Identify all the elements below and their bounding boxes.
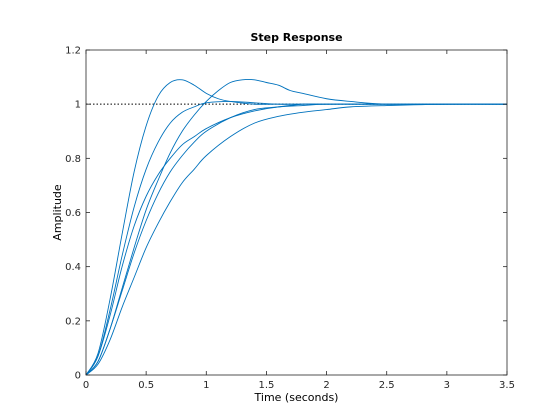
- x-tick-label: 3: [444, 380, 450, 391]
- y-tick-label: 0.8: [65, 154, 81, 165]
- y-tick-label: 0.2: [65, 316, 81, 327]
- y-tick-label: 1.2: [65, 46, 81, 57]
- x-tick-label: 1.5: [258, 380, 274, 391]
- y-tick-label: 0.4: [65, 262, 81, 273]
- y-axis-label: Amplitude: [51, 184, 64, 241]
- x-tick-label: 0.5: [138, 380, 154, 391]
- y-tick-label: 1: [75, 100, 81, 111]
- x-tick-label: 1: [203, 380, 209, 391]
- tick-layer: 0 0.5 1 1.5 2 2.5 3 3.5 0 0.2 0.4 0.6 0.8 1 1.2: [65, 46, 515, 392]
- axes-box: [85, 49, 508, 376]
- x-tick-label: 3.5: [499, 380, 515, 391]
- step-response-line-2: [85, 79, 507, 376]
- x-tick-label: 2.5: [379, 380, 395, 391]
- x-axis-label: Time (seconds): [254, 391, 339, 404]
- chart-title: Step Response: [250, 31, 342, 44]
- series-layer: [85, 79, 508, 376]
- y-tick-label: 0: [75, 371, 81, 382]
- y-tick-label: 0.6: [65, 208, 81, 219]
- step-response-line-5: [85, 103, 507, 376]
- step-response-line-6: [85, 103, 508, 376]
- x-tick-label: 2: [323, 380, 329, 391]
- x-tick-label: 0: [83, 380, 89, 391]
